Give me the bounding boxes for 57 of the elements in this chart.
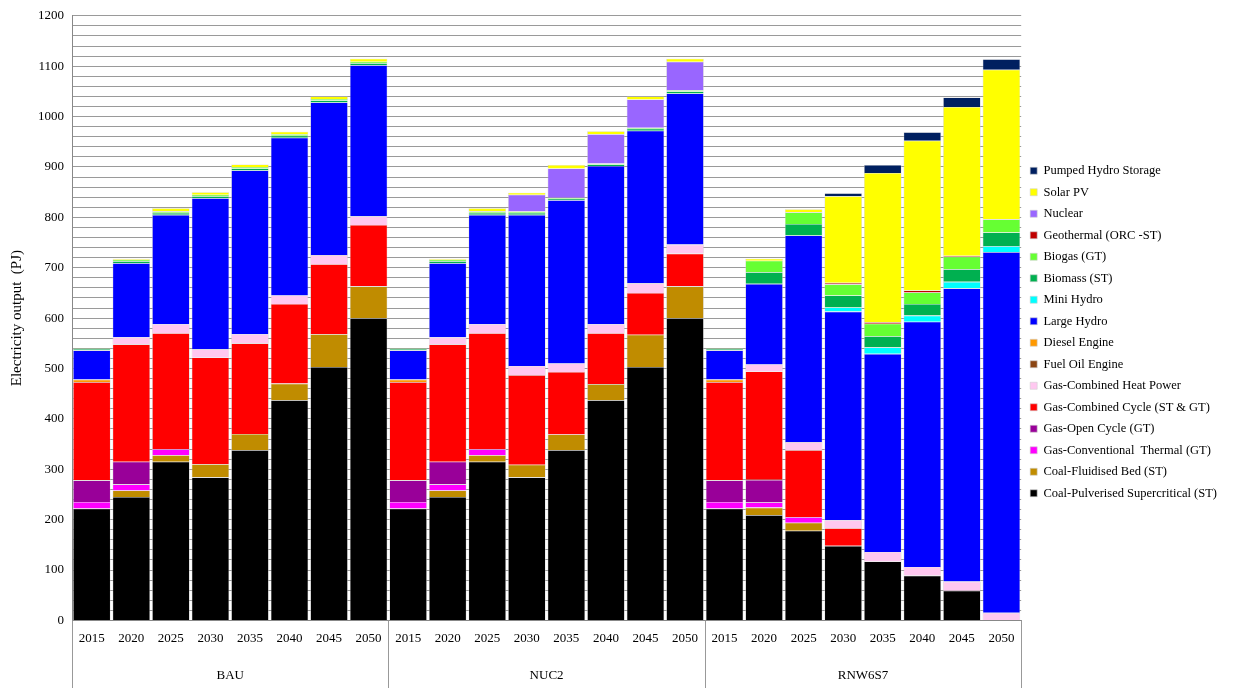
legend-label: Pumped Hydro Storage bbox=[1043, 163, 1162, 178]
legend-label: Coal-Fluidised Bed (ST) bbox=[1043, 464, 1168, 479]
x-tick-label: 2050 bbox=[672, 629, 699, 645]
x-tick-label: 2020 bbox=[118, 629, 145, 645]
y-tick-label: 200 bbox=[44, 511, 64, 527]
y-axis-title: Electricity output (PJ) bbox=[7, 249, 25, 387]
y-tick-label: 100 bbox=[44, 561, 64, 577]
y-tick-label: 600 bbox=[44, 309, 64, 325]
y-tick-label: 900 bbox=[44, 158, 64, 174]
x-tick-label: 2030 bbox=[513, 629, 540, 645]
legend-label: Nuclear bbox=[1043, 206, 1084, 221]
x-tick-label: 2035 bbox=[553, 629, 580, 645]
x-tick-label: 2025 bbox=[790, 629, 817, 645]
x-tick-label: 2015 bbox=[78, 629, 105, 645]
x-tick-label: 2045 bbox=[632, 629, 659, 645]
text: NUC2 bbox=[529, 667, 564, 683]
legend-label: Diesel Engine bbox=[1043, 335, 1115, 350]
x-tick-label: 2040 bbox=[276, 629, 303, 645]
x-tick-label: 2045 bbox=[316, 629, 343, 645]
y-tick-label: 1000 bbox=[38, 107, 64, 123]
x-tick-label: 2030 bbox=[830, 629, 857, 645]
legend-label: Geothermal (ORC -ST) bbox=[1043, 227, 1162, 242]
legend-label: Biogas (GT) bbox=[1043, 249, 1107, 264]
text: RNW6S7 bbox=[837, 667, 889, 683]
x-tick-label: 2050 bbox=[355, 629, 382, 645]
x-tick-label: 2025 bbox=[157, 629, 184, 645]
x-tick-label: 2050 bbox=[988, 629, 1015, 645]
y-tick-label: 700 bbox=[44, 259, 64, 275]
legend-label: Gas-Open Cycle (GT) bbox=[1043, 421, 1155, 436]
x-tick-label: 2040 bbox=[909, 629, 936, 645]
legend-label: Coal-Pulverised Supercritical (ST) bbox=[1043, 485, 1218, 500]
x-tick-label: 2025 bbox=[474, 629, 501, 645]
legend-label: Solar PV bbox=[1043, 184, 1089, 199]
y-tick-label: 300 bbox=[44, 460, 64, 476]
text: BAU bbox=[216, 667, 245, 683]
x-tick-label: 2030 bbox=[197, 629, 224, 645]
y-tick-label: 0 bbox=[57, 611, 64, 627]
x-tick-label: 2045 bbox=[948, 629, 975, 645]
legend-label: Fuel Oil Engine bbox=[1043, 356, 1124, 371]
x-tick-label: 2020 bbox=[434, 629, 461, 645]
y-tick-label: 800 bbox=[44, 208, 64, 224]
y-tick-label: 500 bbox=[44, 359, 64, 375]
x-tick-label: 2015 bbox=[395, 629, 422, 645]
legend-label: Gas-Combined Cycle (ST & GT) bbox=[1043, 399, 1210, 414]
x-tick-label: 2020 bbox=[751, 629, 778, 645]
y-tick-label: 1200 bbox=[38, 7, 64, 23]
legend-label: Gas-Conventional Thermal (GT) bbox=[1043, 442, 1211, 457]
legend-label: Biomass (ST) bbox=[1043, 270, 1113, 285]
legend-label: Mini Hydro bbox=[1043, 292, 1103, 307]
y-tick-label: 1100 bbox=[38, 57, 64, 73]
x-tick-label: 2035 bbox=[236, 629, 263, 645]
x-tick-label: 2035 bbox=[869, 629, 896, 645]
x-tick-label: 2040 bbox=[592, 629, 619, 645]
y-tick-label: 400 bbox=[44, 410, 64, 426]
legend-label: Large Hydro bbox=[1043, 313, 1108, 328]
legend-label: Gas-Combined Heat Power bbox=[1043, 378, 1182, 393]
x-tick-label: 2015 bbox=[711, 629, 738, 645]
